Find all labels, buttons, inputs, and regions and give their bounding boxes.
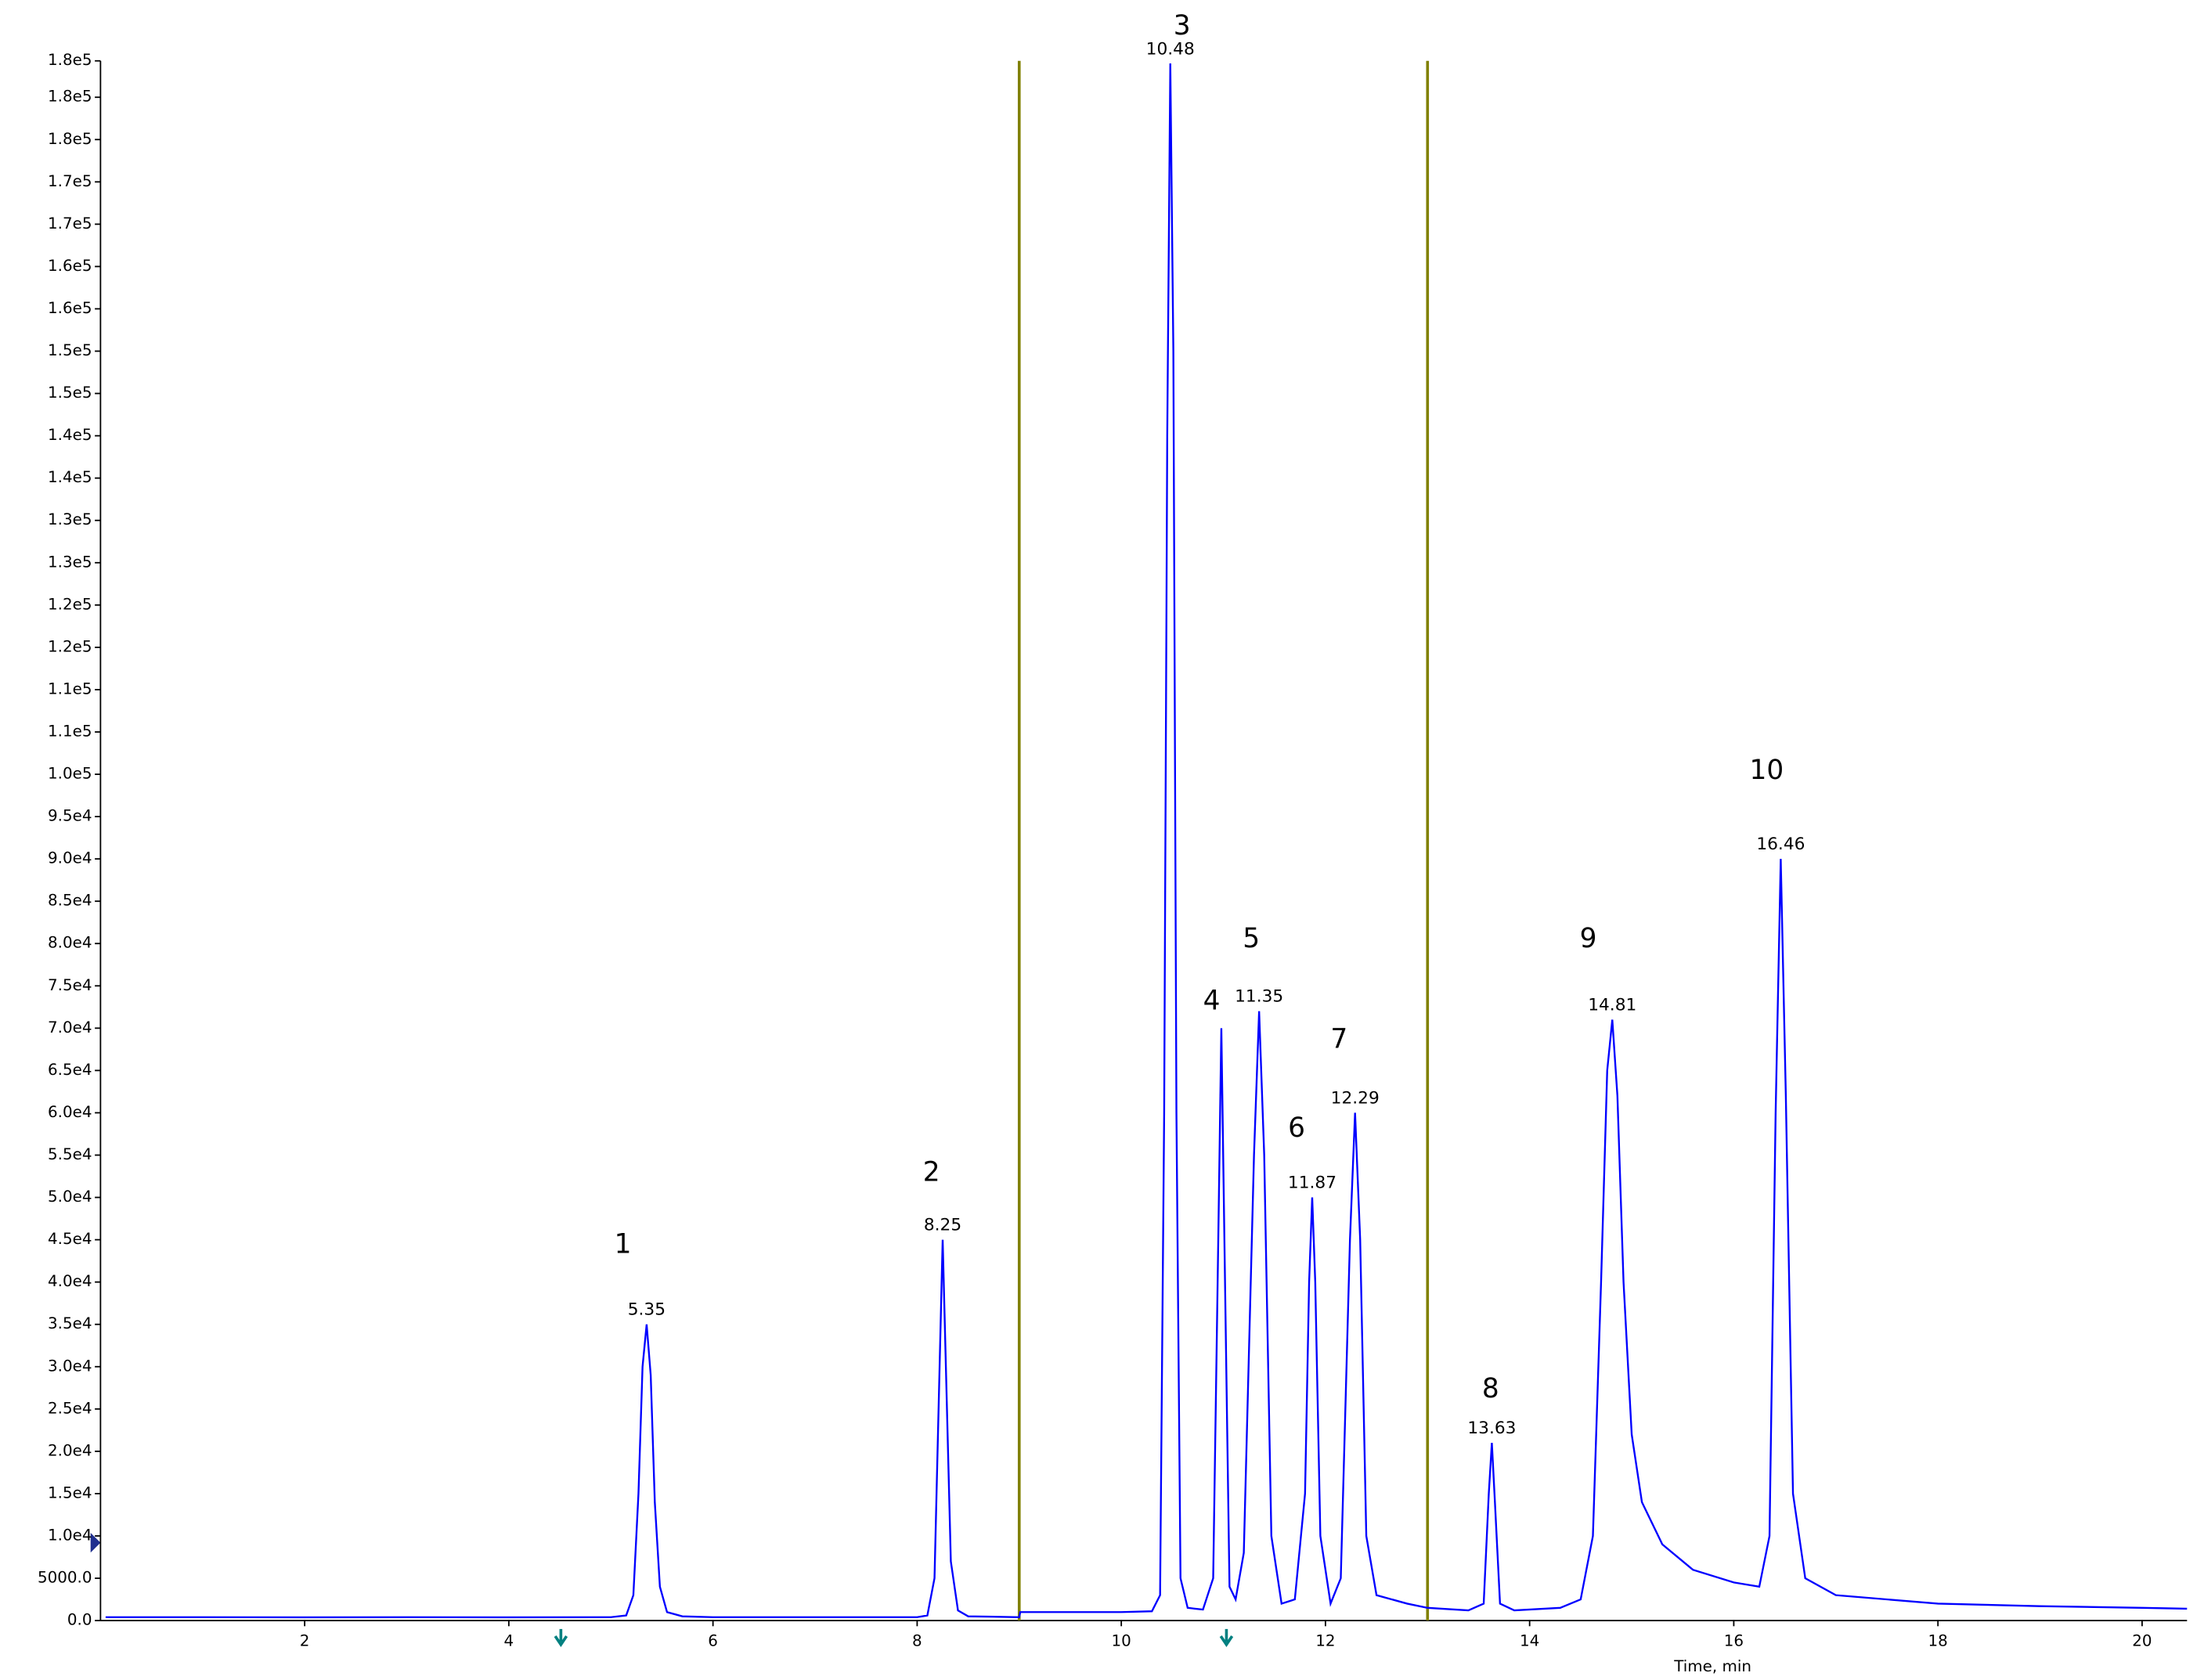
y-tick-label: 5.0e4 xyxy=(48,1188,92,1206)
y-tick-label: 2.5e4 xyxy=(48,1399,92,1417)
peak-number: 10 xyxy=(1749,755,1784,786)
y-tick-label: 1.7e5 xyxy=(48,172,92,190)
y-tick-label: 7.5e4 xyxy=(48,976,92,994)
y-tick-label: 1.7e5 xyxy=(48,215,92,233)
y-tick-label: 1.6e5 xyxy=(48,257,92,275)
retention-time: 10.48 xyxy=(1146,39,1195,59)
y-tick-label: 3.5e4 xyxy=(48,1314,92,1332)
y-tick-label: 1.5e5 xyxy=(48,384,92,402)
y-tick-label: 1.8e5 xyxy=(48,88,92,106)
retention-time: 13.63 xyxy=(1467,1419,1516,1438)
y-tick-label: 3.0e4 xyxy=(48,1357,92,1375)
y-tick-label: 1.1e5 xyxy=(48,722,92,740)
y-tick-label: 5.5e4 xyxy=(48,1145,92,1163)
y-tick-label: 1.1e5 xyxy=(48,680,92,698)
peak-number: 4 xyxy=(1203,986,1221,1017)
retention-time: 16.46 xyxy=(1756,835,1805,854)
event-marker xyxy=(554,1628,568,1648)
y-tick-label: 6.5e4 xyxy=(48,1061,92,1079)
y-tick-label: 8.0e4 xyxy=(48,934,92,952)
y-tick-label: 1.2e5 xyxy=(48,595,92,613)
peak-number: 2 xyxy=(923,1156,940,1188)
x-tick-label: 12 xyxy=(1315,1632,1335,1650)
y-tick-label: 1.8e5 xyxy=(48,130,92,148)
peak-number: 6 xyxy=(1288,1112,1305,1144)
event-marker xyxy=(1219,1628,1234,1648)
y-tick-label: 1.5e5 xyxy=(48,341,92,359)
peak-number: 3 xyxy=(1174,10,1191,41)
peak-number: 8 xyxy=(1482,1373,1499,1404)
x-tick-label: 8 xyxy=(912,1632,922,1650)
y-tick-label: 1.0e4 xyxy=(48,1526,92,1544)
y-tick-label: 7.0e4 xyxy=(48,1018,92,1036)
x-axis-label: Time, min xyxy=(1673,1657,1751,1675)
y-tick-label: 6.0e4 xyxy=(48,1103,92,1121)
x-tick-label: 20 xyxy=(2132,1632,2152,1650)
y-tick-label: 9.0e4 xyxy=(48,849,92,867)
x-tick-label: 18 xyxy=(1928,1632,1948,1650)
peak-number: 5 xyxy=(1243,923,1260,954)
y-tick-label: 4.5e4 xyxy=(48,1230,92,1248)
y-tick-label: 8.5e4 xyxy=(48,892,92,910)
x-tick-label: 6 xyxy=(708,1632,718,1650)
retention-time: 11.87 xyxy=(1288,1173,1336,1192)
retention-time: 11.35 xyxy=(1235,987,1283,1007)
x-tick-label: 16 xyxy=(1724,1632,1744,1650)
y-tick-label: 1.3e5 xyxy=(48,510,92,528)
x-tick-label: 2 xyxy=(300,1632,310,1650)
y-tick-label: 1.3e5 xyxy=(48,553,92,571)
y-tick-label: 4.0e4 xyxy=(48,1272,92,1290)
y-tick-label: 1.4e5 xyxy=(48,426,92,444)
axis-marker xyxy=(90,1532,101,1553)
y-tick-label: 5000.0 xyxy=(38,1569,92,1587)
trace xyxy=(105,63,2188,1619)
peak-number: 1 xyxy=(615,1228,632,1260)
x-tick-label: 14 xyxy=(1520,1632,1539,1650)
retention-time: 5.35 xyxy=(628,1300,666,1320)
y-tick-label: 0.0 xyxy=(67,1611,92,1629)
retention-time: 8.25 xyxy=(924,1216,961,1235)
retention-time: 12.29 xyxy=(1331,1088,1380,1108)
x-tick-label: 10 xyxy=(1112,1632,1131,1650)
y-tick-label: 1.6e5 xyxy=(48,299,92,317)
y-tick-label: 1.4e5 xyxy=(48,468,92,486)
y-tick-label: 1.5e4 xyxy=(48,1484,92,1502)
x-tick-label: 4 xyxy=(504,1632,514,1650)
y-tick-label: 1.8e5 xyxy=(48,51,92,69)
y-tick-label: 9.5e4 xyxy=(48,807,92,825)
y-tick-label: 1.0e5 xyxy=(48,765,92,783)
retention-time: 14.81 xyxy=(1588,995,1636,1015)
peak-number: 7 xyxy=(1330,1023,1347,1055)
peak-number: 9 xyxy=(1580,923,1597,954)
y-tick-label: 2.0e4 xyxy=(48,1441,92,1459)
y-tick-label: 1.2e5 xyxy=(48,637,92,655)
